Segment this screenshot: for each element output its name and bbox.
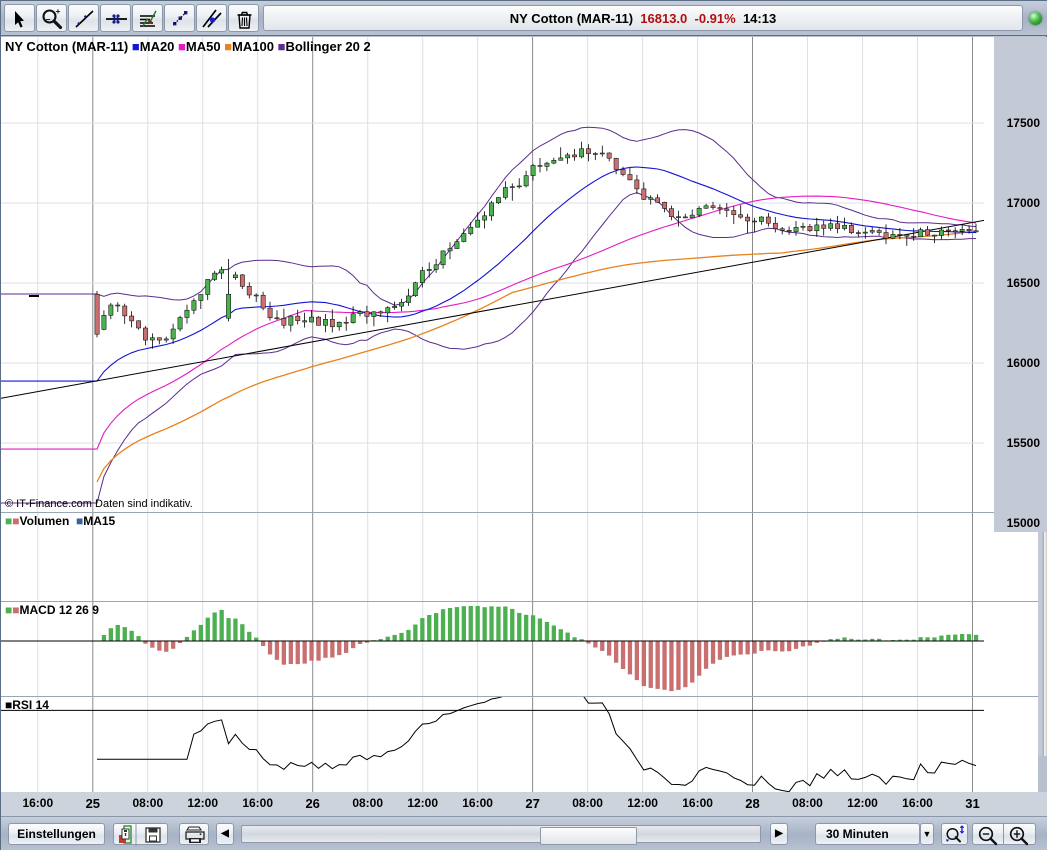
svg-text:+: + [56, 6, 61, 16]
svg-text:−: − [46, 15, 51, 25]
